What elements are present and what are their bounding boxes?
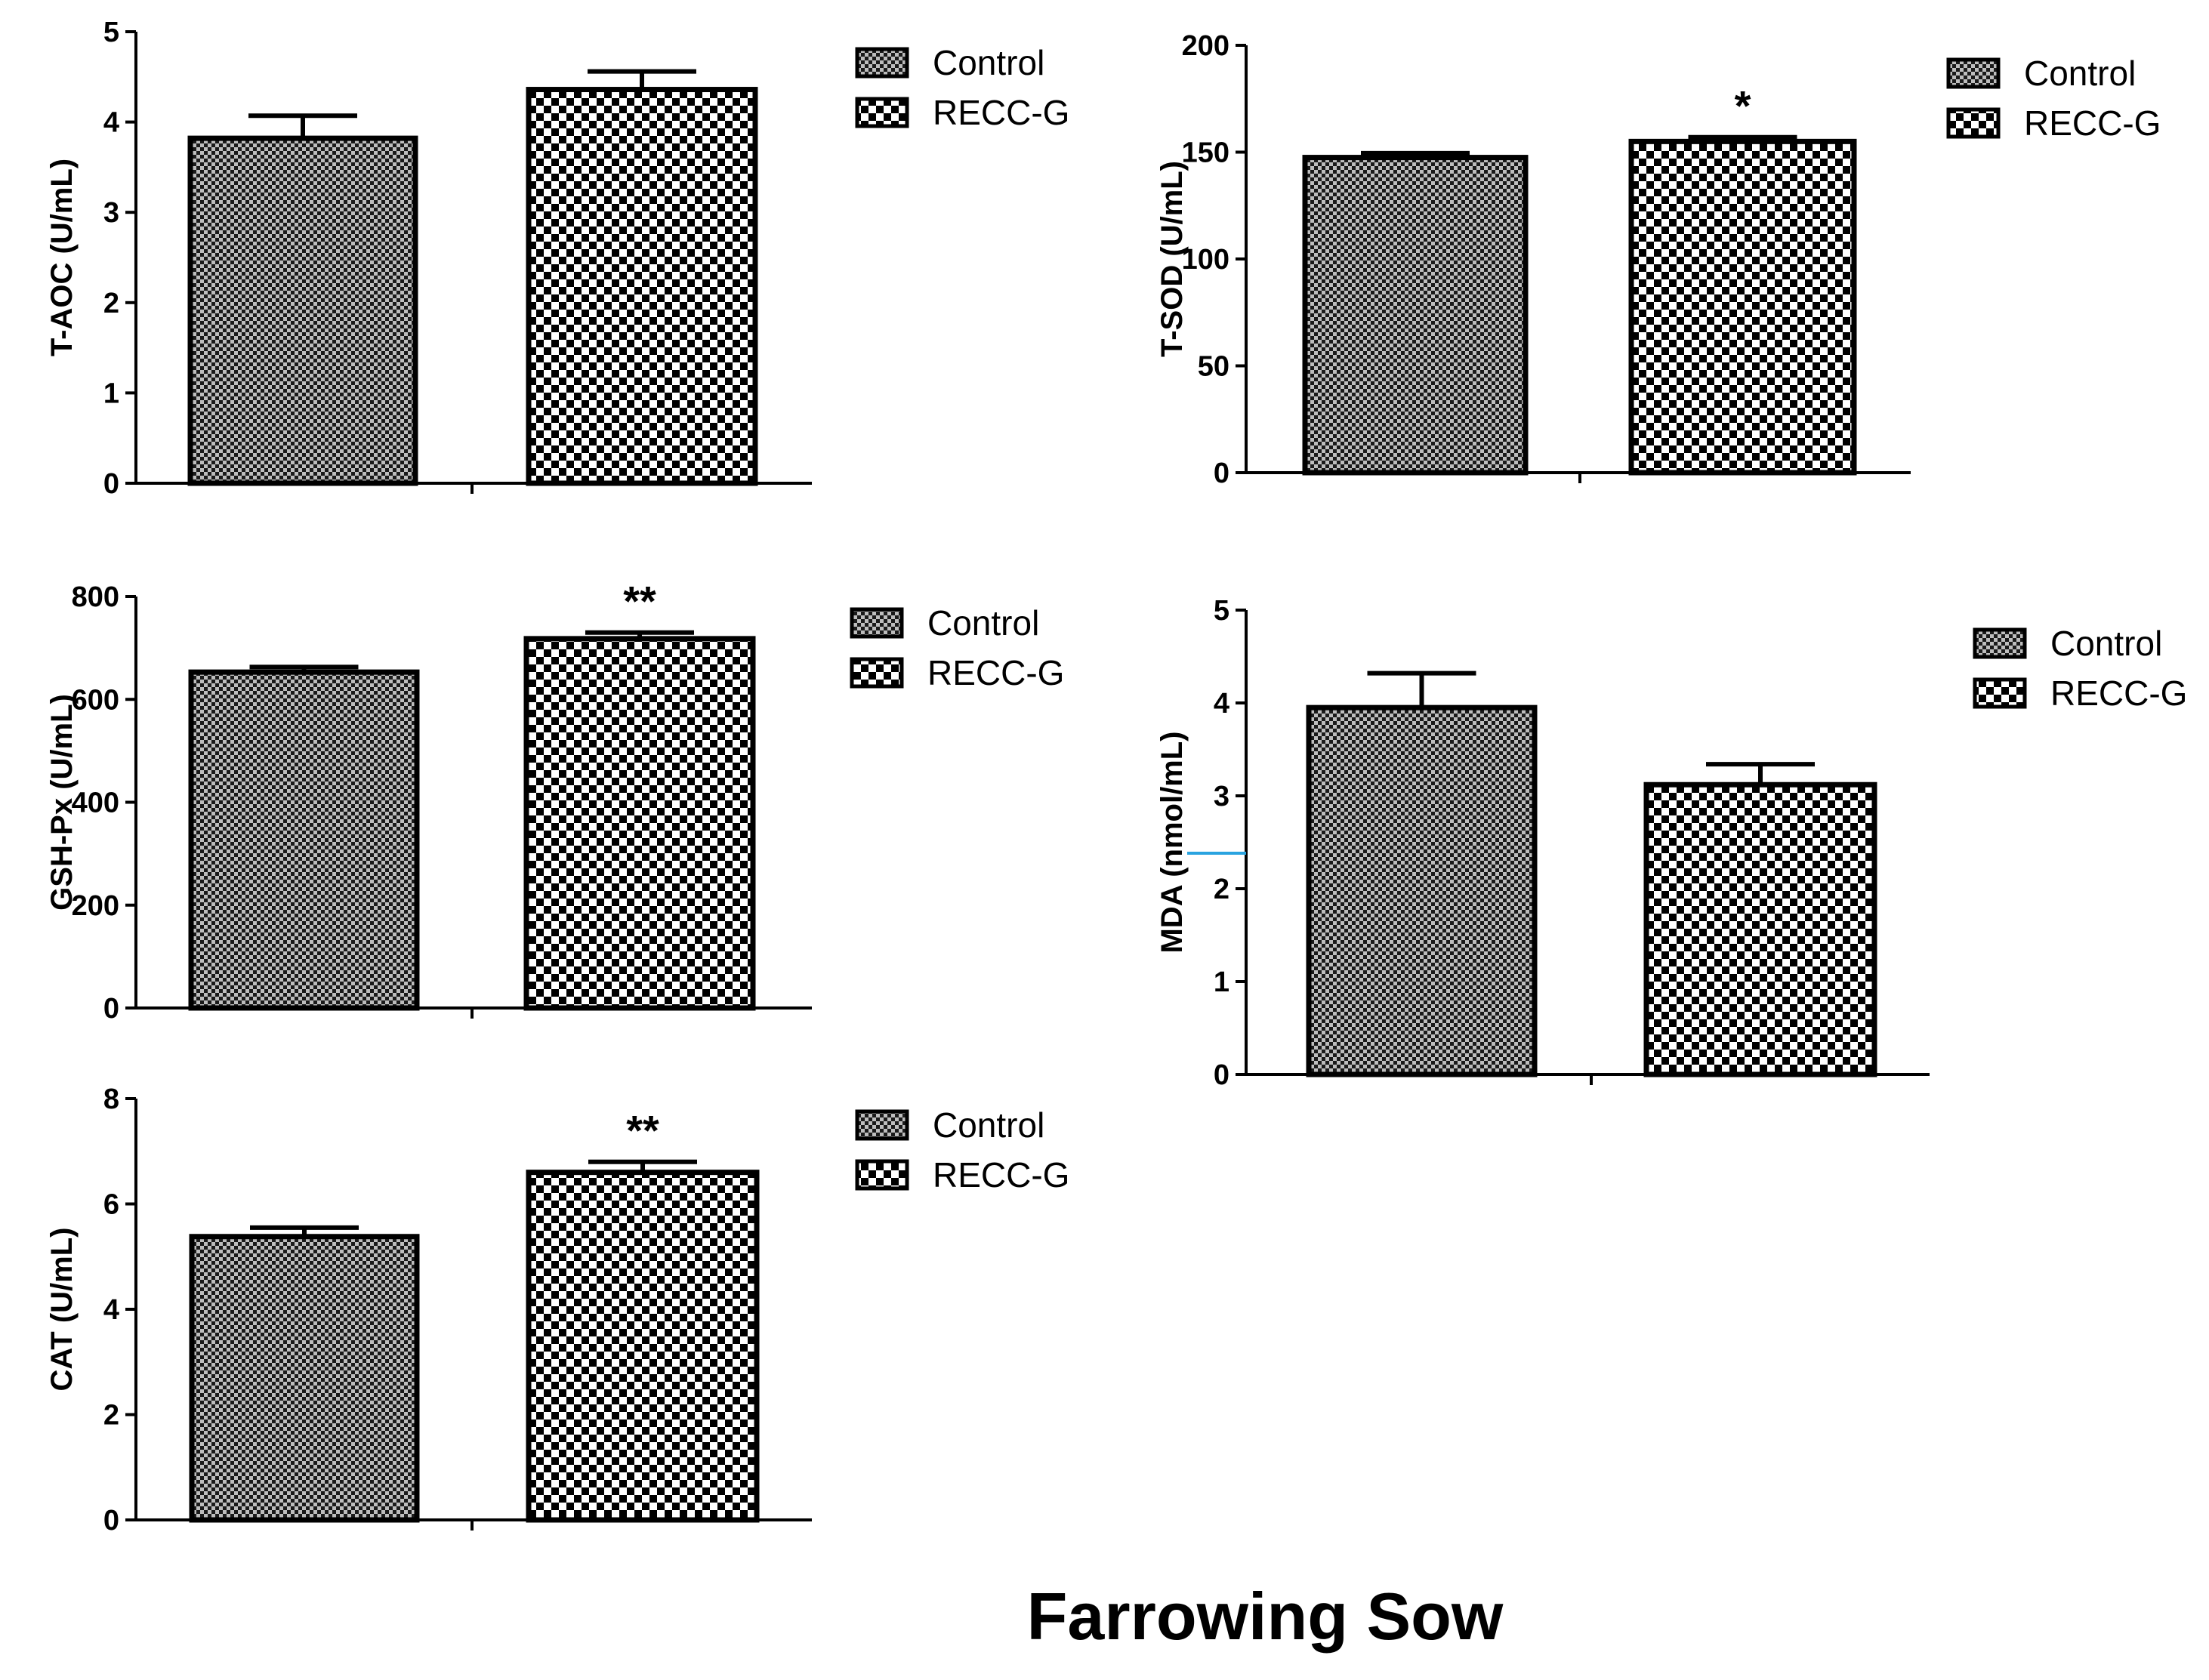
y-tick-label: 3 bbox=[1214, 781, 1229, 812]
y-axis-title: T-AOC (U/mL) bbox=[45, 159, 79, 356]
chart-panel-mda: 0 1 2 3 4 5 MDA (nmol/mL) Control RECC-G bbox=[1155, 595, 2187, 1091]
y-tick-label: 50 bbox=[1198, 351, 1229, 383]
figure-title: Farrowing Sow bbox=[1026, 1579, 1504, 1654]
legend-swatch-recc-g bbox=[1946, 107, 2001, 139]
bar-control bbox=[189, 1234, 420, 1523]
legend-swatch-recc-g bbox=[850, 657, 904, 689]
y-tick-label: 800 bbox=[72, 581, 119, 613]
legend-swatch-recc-g bbox=[855, 1159, 909, 1191]
y-tick-label: 1 bbox=[1214, 966, 1229, 998]
y-tick-label: 4 bbox=[1214, 688, 1229, 720]
y-axis-title: GSH-Px (U/mL) bbox=[45, 694, 79, 911]
bar-recc-g bbox=[523, 636, 756, 1011]
legend-swatch-control bbox=[1946, 57, 2001, 89]
chart-panel-tsod: 0 50 100 150 200 T-SOD (U/mL) * Control RECC-G bbox=[1155, 30, 2161, 489]
legend-label: Control bbox=[933, 1105, 1044, 1145]
bar-control bbox=[1306, 704, 1538, 1077]
y-tick-label: 1 bbox=[103, 378, 119, 409]
y-tick-label: 2 bbox=[1214, 874, 1229, 905]
legend-label: RECC-G bbox=[933, 93, 1069, 132]
legend-swatch-control bbox=[855, 1109, 909, 1141]
y-tick-label: 0 bbox=[103, 468, 119, 500]
legend-label: Control bbox=[2050, 624, 2162, 663]
y-tick-label: 4 bbox=[103, 1294, 119, 1326]
y-tick-label: 8 bbox=[103, 1084, 119, 1115]
bar-recc-g bbox=[526, 87, 758, 486]
y-tick-label: 0 bbox=[103, 993, 119, 1025]
y-tick-label: 400 bbox=[72, 788, 119, 819]
legend-swatch-control bbox=[1973, 627, 2027, 659]
y-tick-label: 5 bbox=[103, 17, 119, 48]
legend-swatch-control bbox=[855, 47, 909, 79]
legend-swatch-recc-g bbox=[855, 97, 909, 128]
significance-label: ** bbox=[626, 1107, 659, 1154]
legend-label: RECC-G bbox=[933, 1155, 1069, 1194]
y-tick-label: 6 bbox=[103, 1189, 119, 1221]
y-tick-label: 150 bbox=[1182, 137, 1229, 169]
bar-recc-g bbox=[1628, 138, 1857, 476]
y-axis-title: MDA (nmol/mL) bbox=[1155, 731, 1189, 953]
bar-control bbox=[188, 669, 420, 1011]
y-tick-label: 100 bbox=[1182, 244, 1229, 276]
legend-label: Control bbox=[2024, 54, 2136, 93]
y-tick-label: 2 bbox=[103, 1400, 119, 1432]
y-tick-label: 0 bbox=[103, 1505, 119, 1537]
legend-label: Control bbox=[933, 43, 1044, 82]
legend-swatch-control bbox=[850, 607, 904, 639]
y-tick-label: 4 bbox=[103, 107, 119, 139]
bar-control bbox=[187, 135, 418, 486]
y-tick-label: 200 bbox=[1182, 30, 1229, 62]
y-tick-label: 600 bbox=[72, 684, 119, 716]
legend-label: RECC-G bbox=[2050, 674, 2187, 713]
y-axis-title: CAT (U/mL) bbox=[45, 1228, 79, 1392]
bar-recc-g bbox=[526, 1170, 760, 1523]
significance-label: * bbox=[1735, 82, 1751, 130]
chart-panel-taoc: 0 1 2 3 4 5 T-AOC (U/mL) Control RECC-G bbox=[45, 17, 1069, 500]
bar-control bbox=[1302, 155, 1529, 476]
y-tick-label: 0 bbox=[1214, 458, 1229, 489]
legend-label: Control bbox=[927, 603, 1039, 643]
legend-swatch-recc-g bbox=[1973, 677, 2027, 709]
legend-label: RECC-G bbox=[2024, 103, 2161, 143]
chart-panel-gshpx: 0 200 400 600 800 GSH-Px (U/mL) ** Control RECC-… bbox=[45, 578, 1064, 1025]
bar-recc-g bbox=[1643, 781, 1877, 1077]
significance-label: ** bbox=[623, 578, 656, 625]
legend-label: RECC-G bbox=[927, 653, 1064, 692]
y-tick-label: 3 bbox=[103, 197, 119, 229]
y-tick-label: 5 bbox=[1214, 595, 1229, 627]
y-tick-label: 2 bbox=[103, 288, 119, 319]
y-tick-label: 200 bbox=[72, 890, 119, 922]
y-tick-label: 0 bbox=[1214, 1059, 1229, 1091]
chart-panel-cat: 0 2 4 6 8 CAT (U/mL) ** Control RECC-G bbox=[45, 1084, 1069, 1537]
y-axis-title: T-SOD (U/mL) bbox=[1155, 161, 1189, 357]
